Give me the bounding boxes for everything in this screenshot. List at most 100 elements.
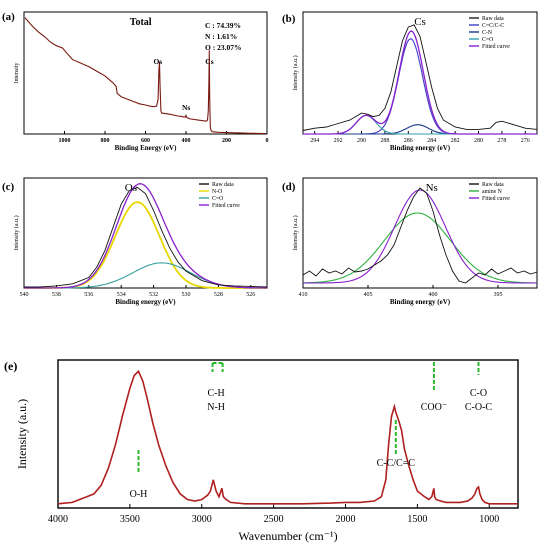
- legend-label: C=C/C-C: [482, 23, 504, 29]
- chart-title: Cs: [414, 16, 426, 28]
- peak-annotation: Ns: [182, 103, 190, 112]
- x-tick-label: 294: [310, 138, 319, 144]
- raw-data-line: [302, 187, 538, 284]
- x-tick-label: 1000: [479, 514, 499, 525]
- x-tick-label: 540: [20, 292, 29, 298]
- x-axis-label: Binding energy (eV): [390, 144, 451, 152]
- panel-c: (c) 540 538 536 534 532 530 528 526 Binding energ…: [2, 177, 268, 306]
- composition-label: N : 1.61%: [205, 32, 237, 41]
- peak-annotation: Cs: [205, 57, 213, 66]
- x-tick-label: 2000: [336, 514, 356, 525]
- y-axis-label: Intensity: [14, 63, 20, 84]
- x-tick-label: 528: [214, 292, 223, 298]
- x-tick-label: 292: [334, 138, 343, 144]
- x-tick-label: 395: [494, 292, 503, 298]
- legend-label: C=O: [482, 37, 493, 43]
- x-tick-label: 600: [141, 138, 150, 144]
- component-curve: [24, 201, 267, 289]
- legend-label: Raw data: [482, 182, 504, 188]
- plot-frame: [302, 177, 538, 289]
- x-tick-label: 200: [222, 138, 231, 144]
- x-tick-label: 282: [451, 138, 460, 144]
- legend-label: C=O: [212, 196, 223, 202]
- legend-label: Fitted curve: [482, 196, 510, 202]
- panel-b: (b) 294 292 290 288 286 284 282 280 278 276 Binding…: [282, 11, 538, 152]
- panel-label: (d): [282, 181, 296, 193]
- plot-frame: [302, 11, 538, 135]
- y-axis-label: Intensity (a.u.): [292, 215, 299, 250]
- band-annotation: N-H: [207, 402, 225, 413]
- x-tick-label: 278: [497, 138, 506, 144]
- panel-label: (a): [2, 11, 15, 23]
- panel-e: (e) 4000 3500 3000 2500 2000 1500 1000 Wavenumbe…: [4, 359, 519, 543]
- x-tick-label: 410: [299, 292, 308, 298]
- band-annotation: C-O-C: [465, 402, 493, 413]
- x-tick-label: 2500: [264, 514, 284, 525]
- series-line: [57, 369, 518, 505]
- y-axis-label: Intensity (a.u.): [13, 215, 20, 250]
- x-tick-label: 1000: [59, 138, 71, 144]
- x-axis-label: Binding Energy (eV): [115, 144, 178, 152]
- x-tick-label: 290: [357, 138, 366, 144]
- fitted-curve: [303, 30, 537, 135]
- band-annotation: O-H: [130, 489, 148, 500]
- x-tick-label: 284: [427, 138, 436, 144]
- x-tick-label: 3500: [120, 514, 140, 525]
- composition-label: C : 74.39%: [205, 21, 241, 30]
- y-axis-label: Intensity (a.u.): [292, 55, 299, 90]
- chart-title: Ns: [426, 182, 438, 194]
- x-tick-label: 1500: [407, 514, 427, 525]
- legend-label: Raw data: [212, 182, 234, 188]
- x-tick-label: 538: [52, 292, 61, 298]
- y-axis-label: Intensity (a.u.): [15, 399, 29, 469]
- legend-label: amine N: [482, 189, 503, 195]
- component-curve: [303, 212, 537, 284]
- x-tick-label: 400: [429, 292, 438, 298]
- x-axis-label: Binding energy (eV): [390, 298, 451, 306]
- x-tick-label: 534: [117, 292, 126, 298]
- panel-d: (d) 410 405 400 395 Binding energy (eV) Intens…: [282, 177, 538, 306]
- legend-label: Raw data: [482, 16, 504, 22]
- chart-title: Os: [125, 182, 137, 194]
- x-tick-label: 288: [380, 138, 389, 144]
- x-axis-label: Wavenumber (cm⁻¹): [238, 529, 337, 543]
- x-tick-label: 526: [246, 292, 255, 298]
- band-annotation: C-O: [470, 388, 487, 399]
- composition-label: O : 23.07%: [205, 43, 241, 52]
- x-tick-label: 3000: [192, 514, 212, 525]
- panel-label: (e): [4, 359, 17, 373]
- plot-frame: [23, 11, 268, 135]
- peak-annotation: Os: [153, 57, 162, 66]
- x-tick-label: 280: [474, 138, 483, 144]
- series-line: [24, 17, 267, 135]
- x-tick-label: 400: [182, 138, 191, 144]
- component-curve: [24, 262, 267, 289]
- x-tick-label: 532: [149, 292, 158, 298]
- fitted-curve: [24, 183, 267, 289]
- panel-label: (b): [282, 13, 296, 25]
- band-annotation: C-H: [208, 388, 225, 399]
- panel-label: (c): [2, 181, 15, 193]
- x-tick-label: 276: [521, 138, 530, 144]
- panel-a: (a) 1000 800 600 400 200 0 Binding Energy (eV) I…: [2, 11, 269, 152]
- x-axis-label: Binding energy (eV): [115, 298, 176, 306]
- x-tick-label: 0: [266, 138, 269, 144]
- x-tick-label: 536: [84, 292, 93, 298]
- x-tick-label: 530: [182, 292, 191, 298]
- plot-frame: [57, 359, 519, 509]
- band-annotation: COO⁻: [421, 402, 447, 413]
- band-annotation: C-C/C=C: [377, 458, 416, 469]
- raw-data-line: [24, 186, 268, 288]
- legend-label: C-N: [482, 30, 493, 36]
- x-tick-label: 405: [364, 292, 373, 298]
- legend-label: Fitted curve: [482, 44, 510, 50]
- legend-label: N-O: [212, 189, 222, 195]
- legend-label: Fitted curve: [212, 203, 240, 209]
- x-tick-label: 800: [101, 138, 110, 144]
- raw-data-line: [302, 24, 538, 131]
- component-curve: [303, 189, 537, 284]
- x-tick-label: 4000: [48, 514, 68, 525]
- chart-title: Total: [130, 17, 152, 28]
- plot-frame: [23, 177, 268, 289]
